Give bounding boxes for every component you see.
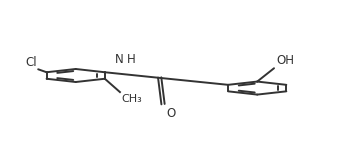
Text: H: H: [127, 53, 136, 66]
Text: OH: OH: [277, 54, 295, 67]
Text: O: O: [166, 107, 176, 120]
Text: Cl: Cl: [25, 56, 37, 69]
Text: CH₃: CH₃: [122, 94, 142, 104]
Text: N: N: [115, 53, 124, 66]
